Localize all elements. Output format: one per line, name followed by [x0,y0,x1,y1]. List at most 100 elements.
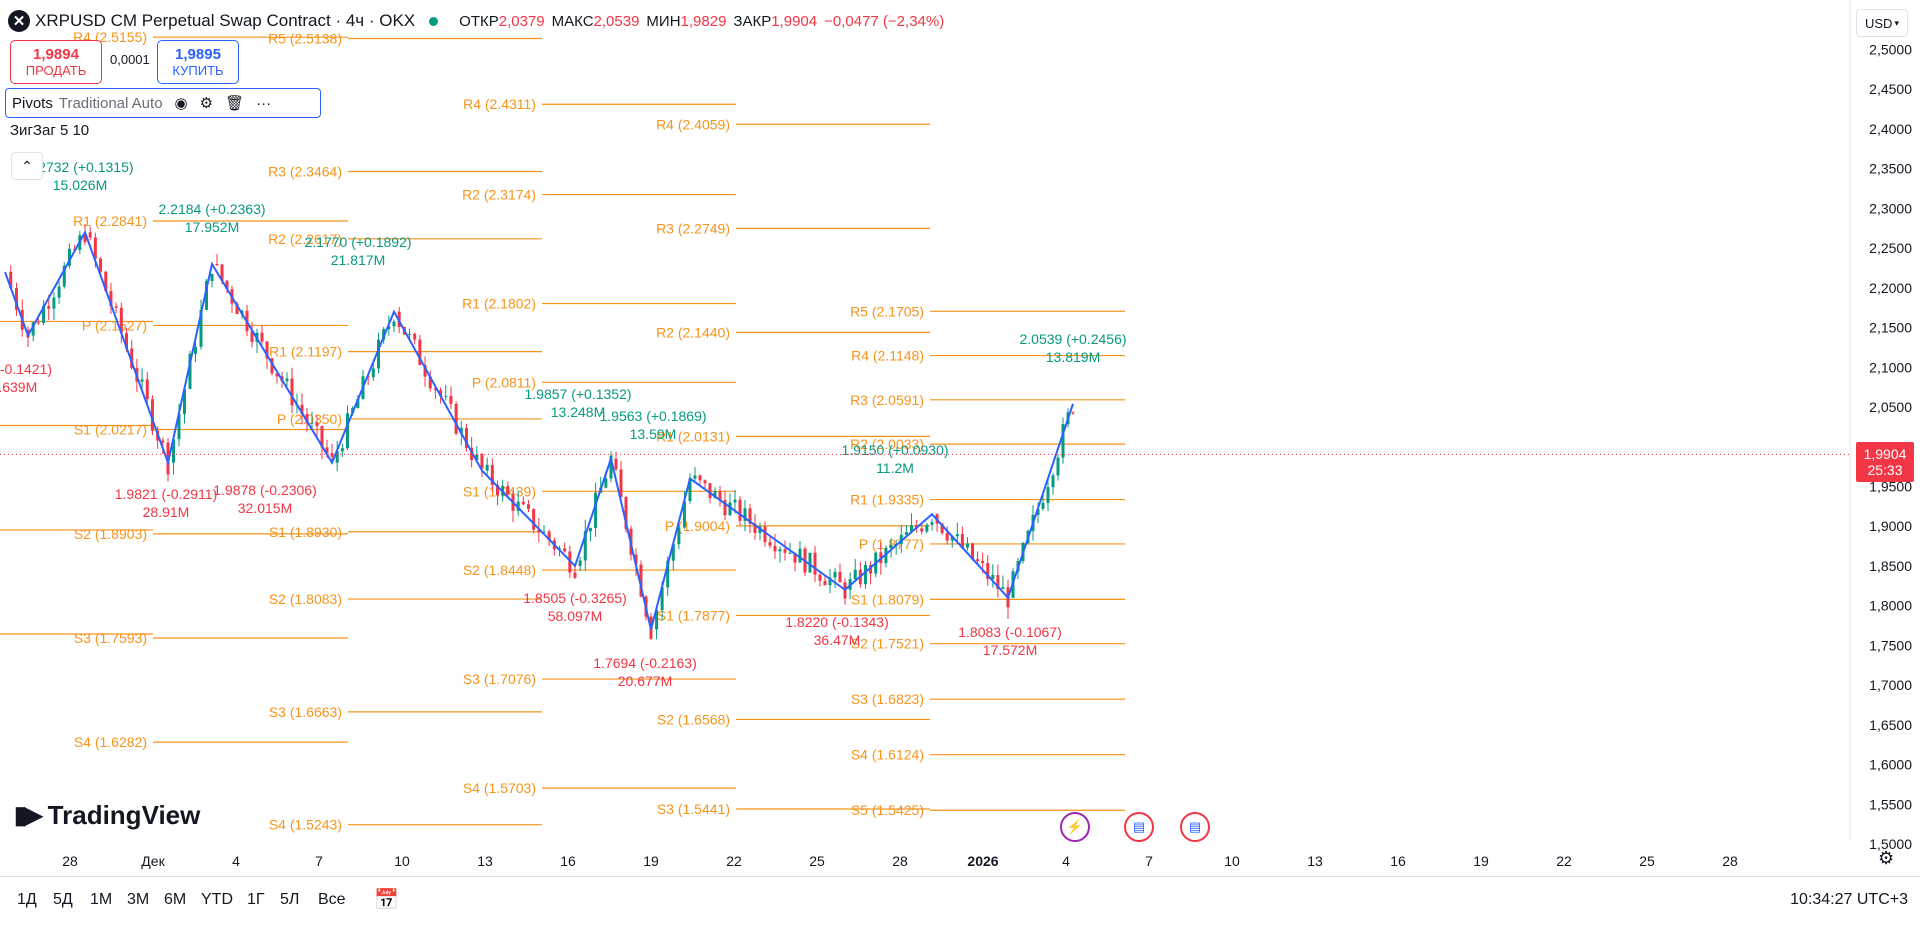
candle-body [965,543,969,548]
chevron-down-icon: ▾ [1894,17,1899,28]
chevron-up-icon[interactable]: ⌃ [11,152,43,180]
zigzag-indicator-legend[interactable]: ЗигЗаг 5 10 [10,122,90,139]
currency-select[interactable]: USD ▾ [1856,9,1908,37]
candle-body [88,232,92,238]
candle-body [925,524,929,532]
candle-body [109,291,113,307]
bar-countdown: 25:33 [1867,462,1903,478]
open-value: 2,0379 [498,12,545,30]
more-icon[interactable]: ··· [256,94,272,112]
sell-button[interactable]: 1,9894 ПРОДАТЬ [10,40,102,84]
zigzag-volume-label: 13.819M [1046,349,1100,365]
clock[interactable]: 10:34:27 UTC+3 [1790,891,1908,908]
flag-us-icon[interactable]: ▤ [1124,812,1154,842]
price-chart[interactable]: R4 (2.5155)R1 (2.2841)P (2.1527)S1 (2.02… [0,0,1920,876]
time-tick-label: 4 [1062,853,1070,869]
pivot-label: R5 (2.1705) [850,303,924,319]
pivot-label: S3 (1.7076) [463,671,536,687]
candle-body [387,326,391,329]
pivot-label: S2 (1.7521) [851,636,924,652]
timeframe-1m[interactable]: 1М [90,891,113,908]
pivot-label: S4 (1.6282) [74,734,147,750]
buy-price: 1,9895 [175,46,221,63]
zigzag-volume-label: 17.952M [185,219,239,235]
tradingview-logo[interactable]: ▮▶ TradingView [14,800,200,831]
candle-body [773,545,777,552]
candle-body [1001,587,1005,590]
buy-button[interactable]: 1,9895 КУПИТЬ [157,40,239,84]
lightning-icon[interactable]: ⚡ [1060,812,1090,842]
candle-body [1051,475,1055,488]
pivot-label: S4 (1.5703) [463,780,536,796]
candle-body [260,332,264,342]
trash-icon[interactable]: 🗑 [225,95,245,112]
candle-body [899,534,903,544]
zigzag-volume-label: 28.91M [143,504,190,520]
price-tick-label: 2,4000 [1869,121,1912,137]
price-tick-label: 2,0500 [1869,399,1912,415]
timeframe-1y[interactable]: 1Г [247,891,265,908]
timeframe-1d[interactable]: 1Д [17,891,37,908]
open-label: ОТКР [459,12,499,30]
pivot-label: R1 (1.9335) [850,492,924,508]
candle-body [996,575,1000,590]
calendar-range-icon[interactable]: 📅 [374,889,399,911]
candle-body [506,485,510,495]
timeframe-ytd[interactable]: YTD [201,891,233,908]
high-value: 2,0539 [593,12,640,30]
pivots-indicator-legend[interactable]: Pivots Traditional Auto ◉ ⚙ 🗑 ··· [5,88,321,118]
time-tick-label: 7 [315,853,323,869]
price-tick-label: 1,7500 [1869,637,1912,653]
candle-body [793,552,797,563]
pivot-label: S5 (1.5425) [851,802,924,818]
pivot-label: R4 (2.1148) [851,348,924,364]
timeframe-6m[interactable]: 6М [164,891,187,908]
candle-body [15,288,18,310]
market-status-dot[interactable] [429,16,439,26]
zigzag-volume-label: 15.026M [53,177,107,193]
candle-body [130,348,134,369]
zigzag-price-label: 2.1770 (+0.1892) [304,234,411,250]
pivot-label: R2 (2.2617) [268,231,342,247]
flag-us-icon[interactable]: ▤ [1180,812,1210,842]
timeframe-5y[interactable]: 5Л [280,891,300,908]
price-axis[interactable]: 2,5000 2,4500 2,4000 2,3500 2,3000 2,2500 2,20… [1869,42,1912,853]
pivot-label: P (2.0350) [277,411,342,427]
brand-text: TradingView [47,800,201,830]
candle-body [838,571,842,583]
symbol-title[interactable]: XRPUSD CM Perpetual Swap Contract · 4ч ·… [35,11,416,30]
settings-icon[interactable]: ⚙ [199,95,214,112]
candle-body [428,376,432,389]
zigzag-volume-label: 20.677M [618,673,672,689]
price-tick-label: 2,4500 [1869,81,1912,97]
eye-icon[interactable]: ◉ [174,95,188,112]
candle-body [527,504,530,509]
pivot-label: R2 (2.3174) [462,187,536,203]
candle-body [863,564,867,585]
candle-body [459,427,463,434]
candle-body [853,569,857,580]
candle-body [125,333,128,349]
candle-body [31,322,35,336]
candle-body [250,331,254,342]
candle-body [285,378,289,382]
pivot-label: R5 (2.5138) [268,31,342,47]
price-tick-label: 2,3000 [1869,200,1912,216]
candle-body [976,559,980,562]
pivot-label: R1 (2.0131) [656,428,730,444]
timeframe-3m[interactable]: 3М [127,891,150,908]
candle-body [588,527,592,532]
candle-body [986,563,990,579]
settings-gear-icon[interactable]: ⚙ [1878,848,1895,868]
pivot-label: P (2.1527) [82,317,147,333]
timeframe-5d[interactable]: 5Д [53,891,73,908]
timeframe-all[interactable]: Все [318,891,346,908]
candle-body [671,544,675,561]
zigzag-price-label: 317 (-0.1421) [0,361,52,377]
candle-body [454,403,458,434]
candle-body [768,542,772,546]
candle-body [728,502,732,516]
time-axis[interactable]: 28 Дек 4 7 10 13 16 19 22 25 28 2026 4 7 10 13 16 19 22 25 2… [62,853,1738,869]
pivot-label: P (2.0811) [472,374,536,390]
candle-body [496,485,499,496]
